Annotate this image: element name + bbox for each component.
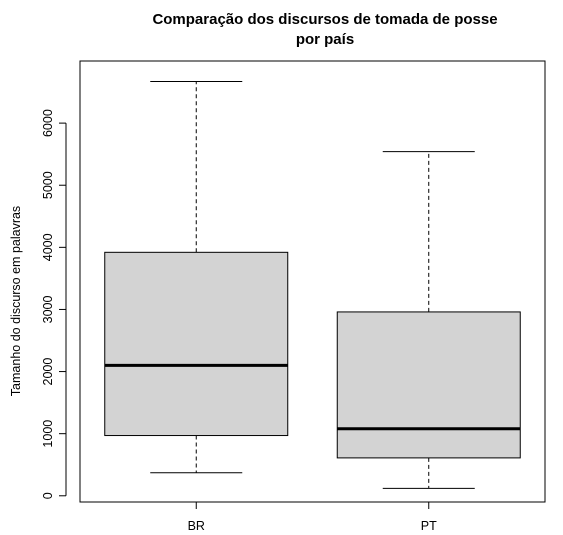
y-tick-label: 5000 (41, 171, 55, 199)
x-axis: BR PT (188, 502, 437, 533)
iqr-box (336, 311, 521, 459)
chart-title-line-1: Comparação dos discursos de tomada de po… (152, 11, 497, 28)
y-tick-label: 6000 (41, 109, 55, 137)
chart-title-line-2: por país (296, 31, 354, 48)
box-br (104, 80, 289, 474)
y-tick-label: 1000 (41, 420, 55, 448)
y-tick-label: 0 (41, 492, 55, 499)
iqr-box (104, 251, 289, 437)
y-tick-label: 4000 (41, 233, 55, 261)
plot-frame (79, 60, 546, 503)
boxes-group (104, 80, 521, 489)
y-axis-label: Tamanho do discurso em palavras (9, 206, 23, 396)
y-tick-label: 2000 (41, 358, 55, 386)
y-tick-label: 3000 (41, 296, 55, 324)
box-pt (336, 151, 521, 489)
y-axis: 0 1000 2000 3000 4000 5000 6000 (41, 109, 67, 499)
x-tick-label: PT (421, 519, 437, 533)
x-tick-label: BR (188, 519, 205, 533)
